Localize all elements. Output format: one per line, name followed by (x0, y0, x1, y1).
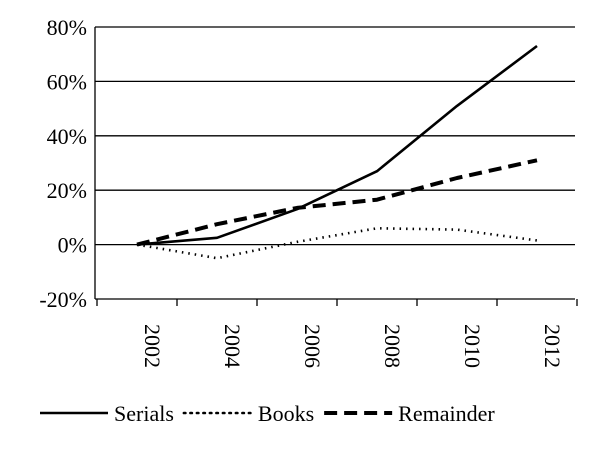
series-line-serials (136, 44, 538, 246)
legend-label-remainder: Remainder (398, 401, 495, 426)
legend-label-books: Books (258, 401, 314, 426)
series-line-remainder (136, 158, 538, 247)
x-tick-label: 2006 (300, 324, 325, 368)
x-tick-label: 2012 (540, 324, 565, 368)
y-tick-label: 0% (58, 233, 87, 258)
legend: Serials Books Remainder (40, 401, 495, 426)
y-tick-label: 40% (47, 124, 87, 149)
axes (94, 27, 578, 306)
x-tick-label: 2010 (460, 324, 485, 368)
x-tick-label: 2002 (140, 324, 165, 368)
x-tick-labels: 2002 2004 2006 2008 2010 2012 (140, 324, 565, 368)
series-line-books (136, 227, 538, 260)
y-tick-label: 60% (47, 69, 87, 94)
series-lines (136, 44, 538, 260)
legend-label-serials: Serials (114, 401, 174, 426)
y-tick-label: 20% (47, 178, 87, 203)
gridlines (95, 26, 575, 246)
x-tick-label: 2004 (220, 324, 245, 368)
x-tick-label: 2008 (380, 324, 405, 368)
y-tick-label: 80% (47, 15, 87, 40)
y-tick-label: -20% (39, 287, 87, 312)
y-tick-labels: -20% 0% 20% 40% 60% 80% (39, 15, 87, 312)
